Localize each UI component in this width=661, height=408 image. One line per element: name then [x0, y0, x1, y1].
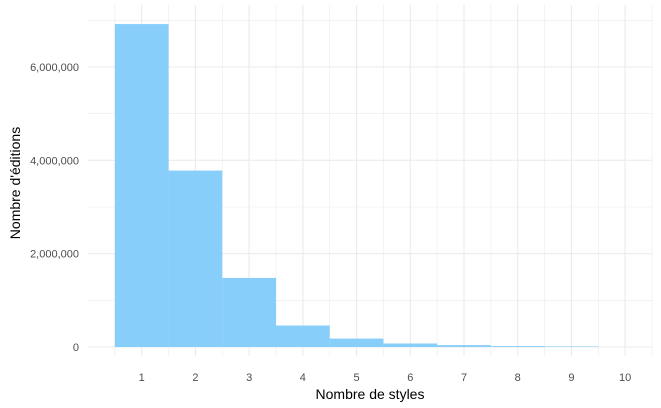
- bars-group: [114, 24, 599, 348]
- bar: [222, 277, 276, 347]
- y-tick-label: 2,000,000: [30, 249, 79, 261]
- x-tick-label: 4: [300, 372, 306, 384]
- x-tick-label: 1: [139, 372, 145, 384]
- x-axis-title: Nombre de styles: [316, 386, 425, 402]
- x-tick-label: 2: [192, 372, 198, 384]
- bar: [114, 24, 169, 348]
- y-tick-label: 0: [73, 342, 79, 354]
- y-axis-ticks: 0 2,000,000 4,000,000 6,000,000: [30, 62, 79, 354]
- x-tick-label: 7: [461, 372, 467, 384]
- bar: [276, 325, 330, 347]
- bar: [329, 338, 384, 347]
- x-tick-label: 6: [407, 372, 413, 384]
- x-axis-ticks: 1 2 3 4 5 6 7 8 9 10: [139, 372, 632, 384]
- x-tick-label: 5: [354, 372, 360, 384]
- x-tick-label: 3: [246, 372, 252, 384]
- x-tick-label: 8: [515, 372, 521, 384]
- x-tick-label: 10: [619, 372, 631, 384]
- bar: [168, 170, 223, 347]
- y-tick-label: 4,000,000: [30, 155, 79, 167]
- y-tick-label: 6,000,000: [30, 62, 79, 74]
- bar: [383, 343, 438, 347]
- y-axis-title: Nombre d'éditions: [7, 127, 23, 239]
- bar: [437, 345, 491, 347]
- bar: [544, 346, 599, 347]
- x-tick-label: 9: [568, 372, 574, 384]
- bar: [490, 346, 545, 347]
